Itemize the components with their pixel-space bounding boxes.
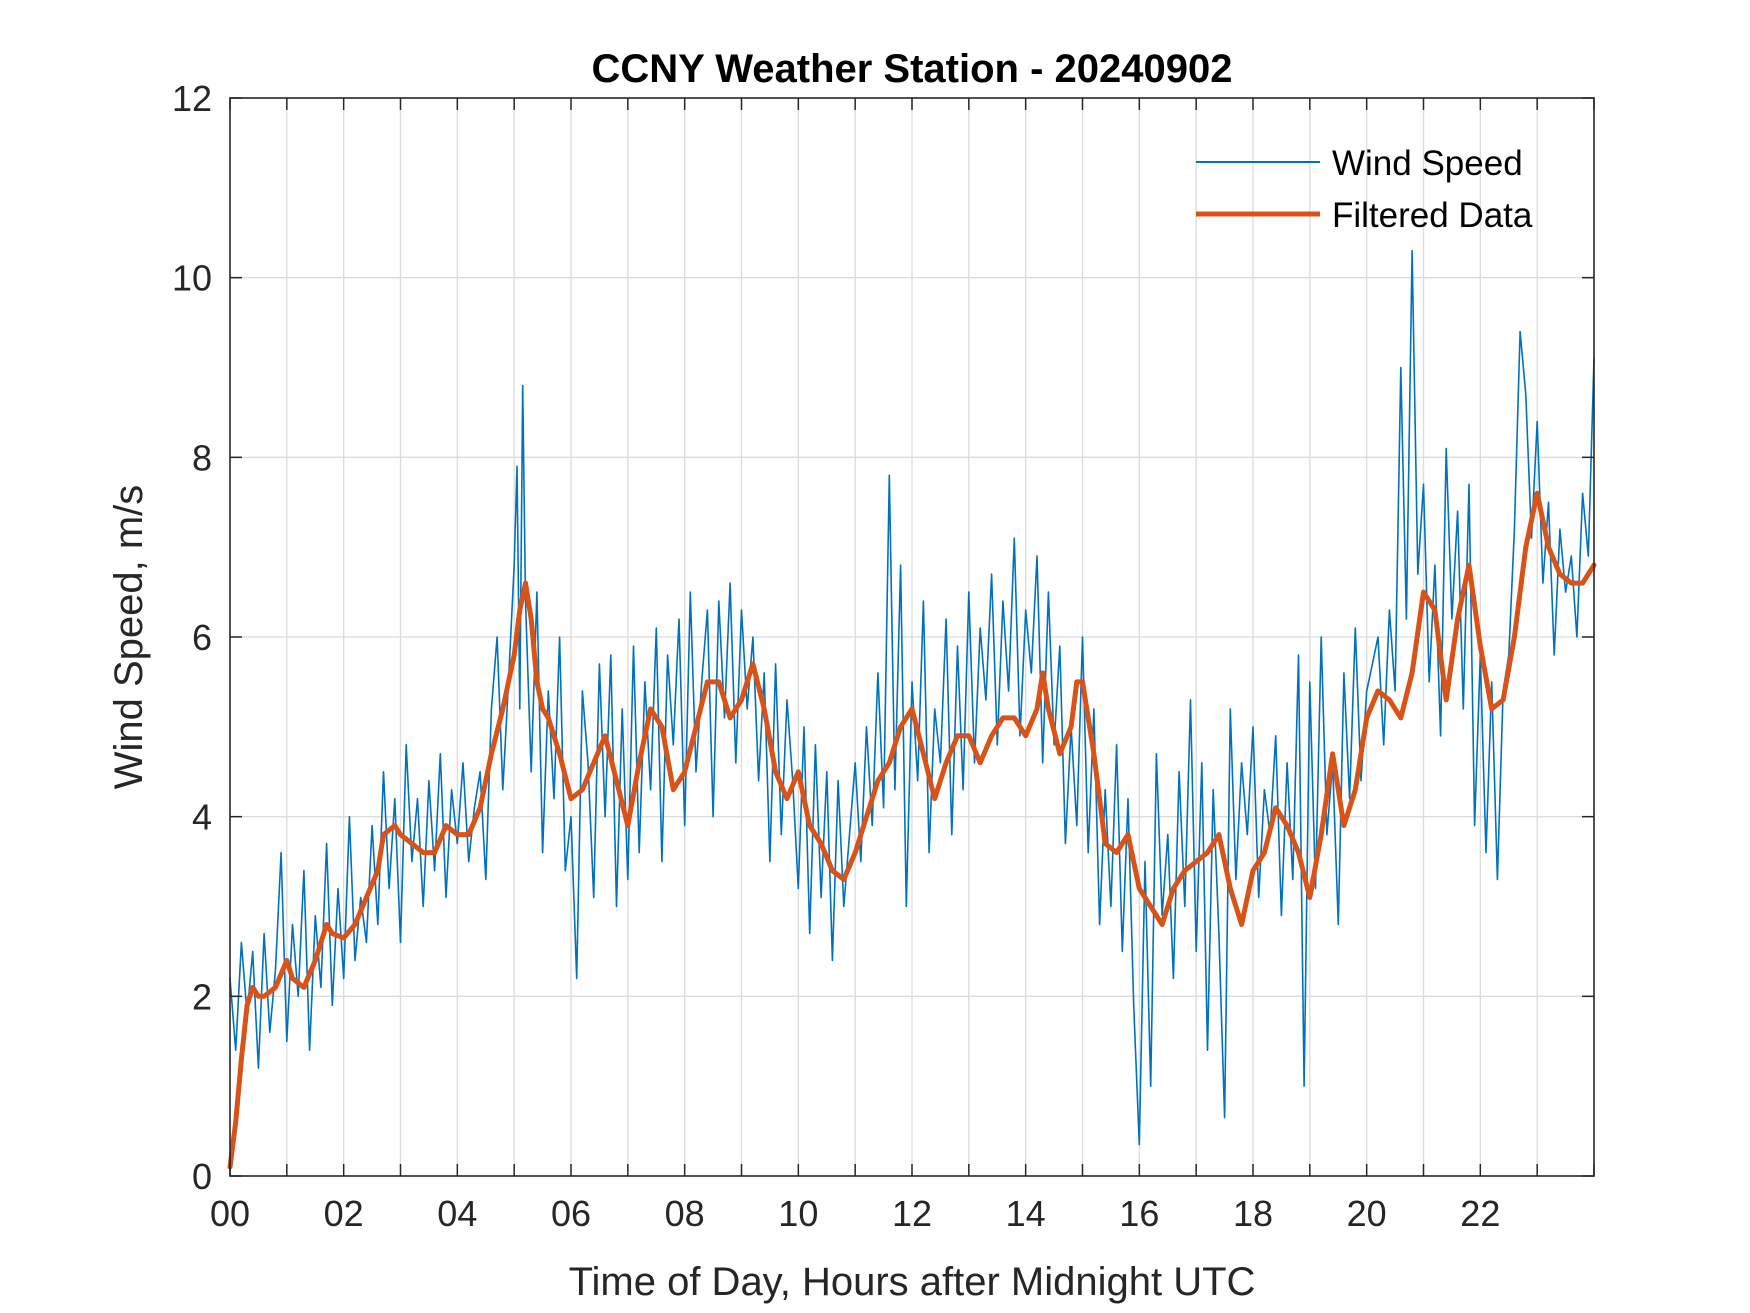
x-tick-label: 04	[437, 1193, 477, 1234]
x-axis-label: Time of Day, Hours after Midnight UTC	[569, 1260, 1256, 1304]
x-tick-label: 12	[892, 1193, 932, 1234]
y-axis-label: Wind Speed, m/s	[107, 485, 151, 790]
y-tick-label: 8	[192, 437, 212, 478]
y-tick-label: 12	[172, 78, 212, 119]
y-tick-label: 4	[192, 797, 212, 838]
grid	[230, 98, 1594, 1176]
legend-label-wind-speed: Wind Speed	[1332, 144, 1523, 183]
x-tick-label: 14	[1006, 1193, 1046, 1234]
x-tick-label: 06	[551, 1193, 591, 1234]
x-tick-label: 16	[1119, 1193, 1159, 1234]
x-tick-label: 22	[1460, 1193, 1500, 1234]
x-tick-label: 00	[210, 1193, 250, 1234]
x-tick-label: 10	[778, 1193, 818, 1234]
chart-title: CCNY Weather Station - 20240902	[592, 47, 1233, 91]
y-tick-label: 0	[192, 1156, 212, 1197]
x-tick-label: 20	[1347, 1193, 1387, 1234]
x-tick-label: 02	[324, 1193, 364, 1234]
series-line-filtered-data	[227, 490, 1597, 1170]
x-tick-label: 08	[665, 1193, 705, 1234]
y-tick-label: 6	[192, 617, 212, 658]
legend-label-filtered-data: Filtered Data	[1332, 196, 1533, 235]
y-tick-label: 10	[172, 258, 212, 299]
legend: Wind Speed Filtered Data	[1196, 144, 1533, 235]
series-layer	[227, 249, 1597, 1170]
x-tick-label: 18	[1233, 1193, 1273, 1234]
y-tick-label: 2	[192, 976, 212, 1017]
